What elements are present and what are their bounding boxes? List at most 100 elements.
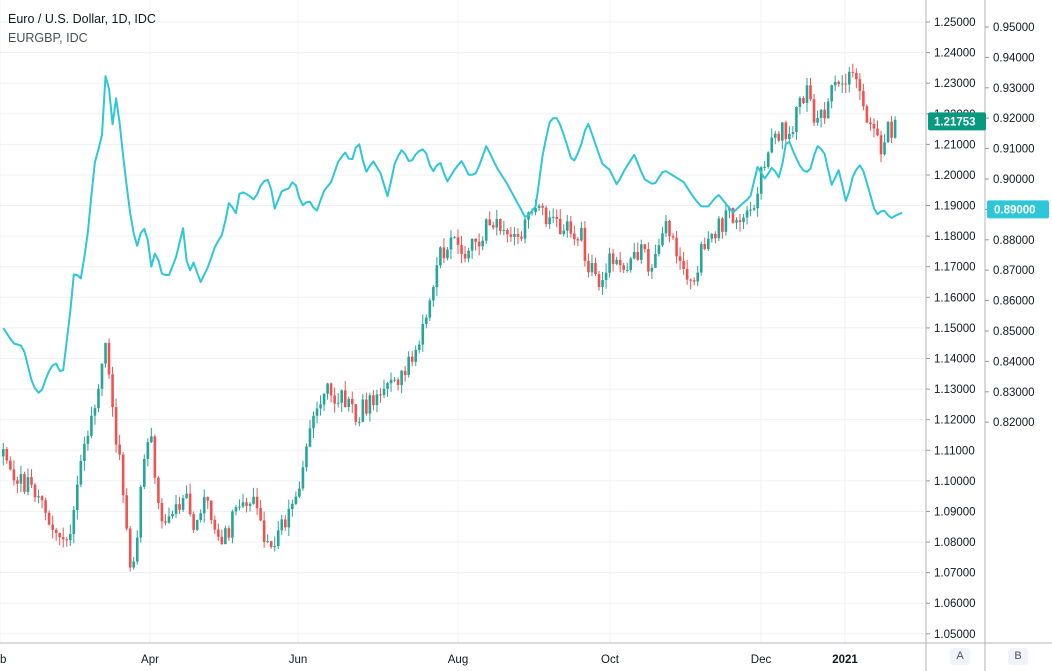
candle-body bbox=[37, 496, 40, 498]
candle-body bbox=[664, 221, 668, 234]
candle-body bbox=[890, 121, 893, 138]
y-left-tick-label: 1.06000 bbox=[934, 598, 976, 610]
candle-body bbox=[213, 519, 217, 530]
y-right-tick-label: 0.85000 bbox=[993, 326, 1035, 338]
candle-body bbox=[654, 253, 657, 268]
price-axis-left[interactable]: 1.250001.240001.230001.220001.210001.200… bbox=[926, 17, 976, 641]
candle-body bbox=[706, 238, 710, 249]
candle-body bbox=[160, 502, 164, 522]
legend-compare-symbol[interactable]: EURGBP, IDC bbox=[8, 31, 88, 45]
candle-body bbox=[185, 493, 188, 499]
candle-body bbox=[513, 234, 516, 237]
last-price-tag bbox=[928, 112, 986, 131]
candle-body bbox=[551, 216, 555, 218]
candle-body bbox=[844, 83, 848, 85]
candle-body bbox=[167, 516, 171, 523]
candle-body bbox=[629, 258, 633, 270]
candle-body bbox=[858, 79, 862, 92]
time-axis[interactable]: eb Apr Jun Aug Oct Dec 2021 bbox=[0, 654, 858, 666]
candle-body bbox=[862, 91, 865, 107]
candle-body bbox=[509, 234, 513, 237]
candle-body bbox=[632, 251, 636, 259]
candle-body bbox=[97, 388, 100, 409]
candle-body bbox=[558, 218, 562, 235]
y-left-tick-label: 1.19000 bbox=[934, 201, 976, 213]
candle-body bbox=[781, 122, 784, 141]
candle-body bbox=[188, 493, 192, 515]
candle-body bbox=[502, 230, 506, 232]
candle-body bbox=[202, 497, 206, 514]
candle-body bbox=[132, 561, 136, 568]
candle-body bbox=[460, 245, 463, 254]
candle-body bbox=[164, 521, 167, 523]
y-left-tick-label: 1.12000 bbox=[934, 415, 976, 427]
y-left-tick-label: 1.21000 bbox=[934, 139, 976, 151]
candle-body bbox=[231, 511, 234, 538]
candle-body bbox=[580, 227, 583, 241]
candle-body bbox=[209, 500, 213, 520]
y-left-tick-label: 1.09000 bbox=[934, 506, 976, 518]
candle-body bbox=[347, 398, 351, 408]
candle-body bbox=[386, 383, 389, 389]
candle-body bbox=[893, 119, 897, 138]
y-right-tick-label: 0.86000 bbox=[993, 296, 1035, 308]
candle-body bbox=[717, 218, 721, 239]
candle-body bbox=[428, 300, 432, 318]
candle-body bbox=[703, 244, 707, 249]
candle-body bbox=[470, 238, 474, 251]
candle-body bbox=[181, 498, 185, 510]
log-scale-button[interactable]: B bbox=[1008, 648, 1028, 665]
candle-body bbox=[379, 394, 382, 396]
candle-body bbox=[735, 220, 738, 223]
candle-body bbox=[583, 227, 587, 261]
x-tick-label: 2021 bbox=[832, 654, 858, 666]
y-left-tick-label: 1.16000 bbox=[934, 292, 976, 304]
candle-body bbox=[372, 395, 375, 406]
candle-body bbox=[19, 474, 23, 484]
candle-body bbox=[837, 81, 841, 85]
candle-body bbox=[51, 524, 54, 530]
y-right-tick-label: 0.83000 bbox=[993, 387, 1035, 399]
candle-body bbox=[668, 221, 671, 237]
candle-body bbox=[322, 393, 326, 405]
candle-body bbox=[784, 122, 788, 140]
legend-main-symbol[interactable]: Euro / U.S. Dollar, 1D, IDC bbox=[8, 12, 156, 26]
candle-body bbox=[79, 460, 83, 485]
candle-body bbox=[816, 117, 819, 123]
candle-body bbox=[587, 260, 590, 273]
candle-body bbox=[477, 241, 481, 247]
candle-body bbox=[16, 480, 19, 484]
candle-body bbox=[26, 477, 30, 492]
auto-scale-button[interactable]: A bbox=[950, 648, 970, 665]
candle-body bbox=[400, 370, 403, 386]
candle-body bbox=[809, 85, 812, 100]
candle-body bbox=[220, 536, 224, 545]
candle-body bbox=[319, 404, 322, 409]
candle-body bbox=[407, 356, 410, 375]
candle-body bbox=[802, 97, 805, 104]
candle-body bbox=[146, 442, 150, 459]
candle-body bbox=[872, 124, 876, 129]
candle-body bbox=[301, 467, 305, 489]
candle-body bbox=[269, 541, 273, 548]
candle-body bbox=[604, 272, 608, 281]
y-left-tick-label: 1.18000 bbox=[934, 231, 976, 243]
candle-body bbox=[217, 529, 220, 537]
candle-body bbox=[333, 395, 336, 404]
candle-body bbox=[766, 152, 770, 167]
y-left-tick-label: 1.20000 bbox=[934, 170, 976, 182]
candle-body bbox=[449, 237, 453, 250]
price-axis-right[interactable]: 0.95000 0.94000 0.93000 0.92000 0.91000 0.900… bbox=[985, 22, 1035, 429]
candle-body bbox=[530, 212, 534, 214]
candle-body bbox=[763, 166, 766, 168]
candle-body bbox=[266, 541, 269, 543]
candle-body bbox=[615, 259, 618, 264]
candle-body bbox=[541, 205, 544, 208]
candle-body bbox=[241, 502, 245, 507]
candle-body bbox=[393, 379, 396, 381]
candle-body bbox=[72, 510, 76, 535]
candle-body bbox=[125, 495, 128, 529]
candle-body bbox=[565, 221, 569, 231]
